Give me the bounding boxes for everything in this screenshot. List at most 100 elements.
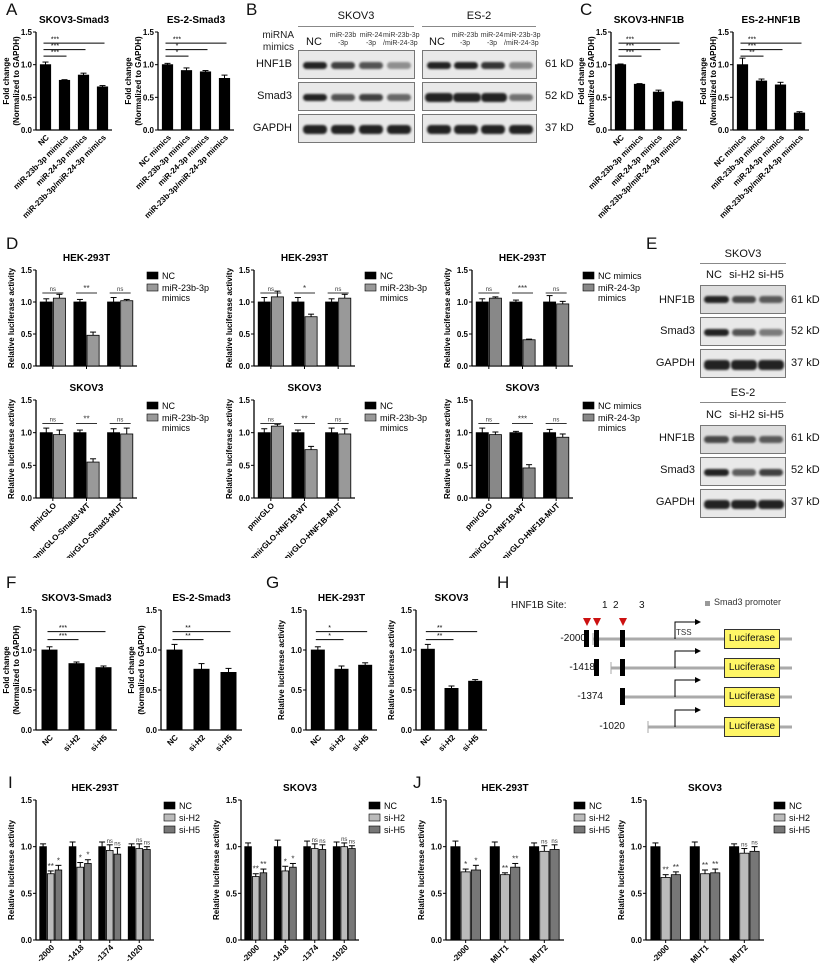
lane-label: si-H5 bbox=[758, 409, 784, 421]
svg-text:1.5: 1.5 bbox=[146, 606, 158, 615]
svg-text:***: *** bbox=[518, 284, 527, 293]
svg-text:ns: ns bbox=[335, 418, 341, 424]
blot-e-es2-hnf1b bbox=[700, 425, 786, 454]
blot-e-protein-smad3: Smad3 bbox=[660, 325, 695, 337]
blot-e-protein-hnf1b: HNF1B bbox=[658, 294, 695, 306]
luciferase-box: Luciferase bbox=[724, 658, 780, 678]
blot-e-kd: 52 kD bbox=[791, 325, 820, 337]
svg-text:HEK-293T: HEK-293T bbox=[281, 253, 328, 264]
blot-b-row-header: miRNA mimics bbox=[262, 30, 294, 53]
lane-label: NC bbox=[306, 36, 322, 48]
blot-e-es2-smad3 bbox=[700, 457, 786, 486]
svg-text:SKOV3: SKOV3 bbox=[283, 783, 317, 794]
chart-g-skov3: SKOV3 Relative luciferase activity 0.0 0.5 1… bbox=[380, 588, 495, 758]
svg-text:ns: ns bbox=[117, 287, 123, 293]
svg-text:1.5: 1.5 bbox=[226, 796, 238, 805]
svg-text:SKOV3: SKOV3 bbox=[288, 383, 322, 394]
bar-chart-svg: SKOV3-HNF1B Fold change (Normalized to GAP… bbox=[577, 15, 687, 220]
svg-text:*: * bbox=[79, 854, 82, 863]
svg-text:Relative luciferase activity: Relative luciferase activity bbox=[225, 267, 234, 368]
svg-text:Relative luciferase activity: Relative luciferase activity bbox=[7, 819, 16, 920]
svg-text:0.5: 0.5 bbox=[596, 93, 608, 102]
lane-label: miR-23b -3p bbox=[451, 32, 479, 47]
svg-text:SKOV3: SKOV3 bbox=[506, 383, 540, 394]
blot-e-skov3-gapdh bbox=[700, 349, 786, 378]
svg-text:0.5: 0.5 bbox=[21, 889, 33, 898]
svg-text:1.5: 1.5 bbox=[291, 606, 303, 615]
svg-text:Relative luciferase activity: Relative luciferase activity bbox=[277, 619, 286, 720]
svg-text:***: *** bbox=[518, 415, 527, 424]
bar-chart-svg: SKOV3 Relative luciferase activity 0.0 0.5 1… bbox=[225, 383, 427, 567]
svg-text:HEK-293T: HEK-293T bbox=[63, 253, 110, 264]
construct-label: -2000 bbox=[560, 633, 586, 644]
svg-text:0.5: 0.5 bbox=[431, 889, 443, 898]
blot-b-es2-gapdh bbox=[422, 114, 537, 143]
blot-e-kd: 61 kD bbox=[791, 432, 820, 444]
svg-text:*: * bbox=[291, 854, 294, 863]
site-number: 3 bbox=[639, 600, 645, 611]
svg-text:-2000: -2000 bbox=[35, 943, 56, 964]
svg-text:si-H5: si-H5 bbox=[89, 733, 110, 754]
construct-label: -1418 bbox=[569, 662, 595, 673]
svg-text:1.0: 1.0 bbox=[21, 646, 33, 655]
svg-text:ns: ns bbox=[486, 418, 492, 424]
svg-text:miR-23b-3p/miR-24-3p mimics: miR-23b-3p/miR-24-3p mimics bbox=[596, 133, 684, 220]
svg-text:NC: NC bbox=[384, 801, 397, 811]
svg-text:0.5: 0.5 bbox=[239, 330, 251, 339]
svg-text:1.5: 1.5 bbox=[21, 796, 33, 805]
panel-letter-e: E bbox=[646, 234, 658, 253]
bar-chart-svg: HEK-293T Relative luciferase activity 0.0 0… bbox=[277, 593, 377, 754]
blot-e-group-line bbox=[700, 402, 786, 403]
lane-label: si-H5 bbox=[758, 269, 784, 281]
svg-text:ns: ns bbox=[50, 418, 56, 424]
svg-text:1.5: 1.5 bbox=[596, 28, 608, 37]
svg-text:(Normalized to GAPDH): (Normalized to GAPDH) bbox=[709, 36, 718, 126]
svg-text:mimics: mimics bbox=[598, 293, 626, 303]
svg-text:0.5: 0.5 bbox=[631, 889, 643, 898]
svg-text:***: *** bbox=[748, 43, 756, 50]
svg-text:0.5: 0.5 bbox=[21, 330, 33, 339]
site-number: 1 bbox=[602, 600, 608, 611]
svg-text:1.5: 1.5 bbox=[239, 266, 251, 275]
svg-text:0.0: 0.0 bbox=[21, 126, 33, 135]
svg-text:ns: ns bbox=[144, 841, 150, 847]
svg-text:si-H5: si-H5 bbox=[589, 825, 610, 835]
svg-text:NC: NC bbox=[309, 733, 324, 748]
blot-b-skov3-hnf1b bbox=[298, 50, 415, 79]
svg-text:0.5: 0.5 bbox=[143, 93, 155, 102]
svg-text:mimics: mimics bbox=[162, 293, 190, 303]
lane-label: miR-23b -3p bbox=[329, 32, 357, 47]
chart-i-hek: HEK-293T Relative luciferase activity 0.0 0… bbox=[0, 778, 210, 968]
lane-label: miR-24 -3p bbox=[359, 32, 383, 47]
svg-text:HEK-293T: HEK-293T bbox=[318, 593, 365, 604]
svg-text:0.5: 0.5 bbox=[21, 461, 33, 470]
panel-letter-g: G bbox=[266, 573, 280, 592]
svg-text:SKOV3-HNF1B: SKOV3-HNF1B bbox=[614, 15, 685, 26]
svg-text:ns: ns bbox=[268, 287, 274, 293]
svg-text:0.0: 0.0 bbox=[143, 126, 155, 135]
svg-text:**: ** bbox=[185, 625, 191, 632]
bar-chart-svg: HEK-293T Relative luciferase activity 0.0 0… bbox=[443, 253, 642, 371]
svg-text:***: *** bbox=[626, 43, 634, 50]
svg-text:*: * bbox=[176, 43, 179, 50]
svg-text:1.5: 1.5 bbox=[431, 796, 443, 805]
svg-text:1.5: 1.5 bbox=[143, 28, 155, 37]
chart-d-hek-hnf1b-23b: HEK-293T Relative luciferase activity 0.0 0… bbox=[218, 248, 433, 378]
bar-chart-svg: HEK-293T Relative luciferase activity 0.0 0… bbox=[225, 253, 427, 371]
svg-text:0.0: 0.0 bbox=[401, 726, 413, 735]
blot-e-protein-gapdh: GAPDH bbox=[655, 496, 695, 508]
svg-text:**: ** bbox=[301, 415, 307, 424]
svg-text:*: * bbox=[328, 633, 331, 640]
svg-text:*: * bbox=[303, 284, 306, 293]
svg-text:si-H5: si-H5 bbox=[350, 733, 371, 754]
svg-text:1.5: 1.5 bbox=[401, 606, 413, 615]
promoter-lines bbox=[583, 618, 792, 733]
svg-text:*: * bbox=[284, 857, 287, 866]
lane-label: miR-23b-3p /miR-24-3p bbox=[504, 32, 541, 47]
svg-text:-1374: -1374 bbox=[299, 943, 320, 964]
blot-b-kd: 37 kD bbox=[545, 122, 574, 134]
svg-text:NC: NC bbox=[380, 271, 393, 281]
svg-text:0.0: 0.0 bbox=[239, 362, 251, 371]
chart-j-skov3: SKOV3 Relative luciferase activity 0.0 0.5 1… bbox=[610, 778, 820, 968]
svg-text:0.0: 0.0 bbox=[596, 126, 608, 135]
